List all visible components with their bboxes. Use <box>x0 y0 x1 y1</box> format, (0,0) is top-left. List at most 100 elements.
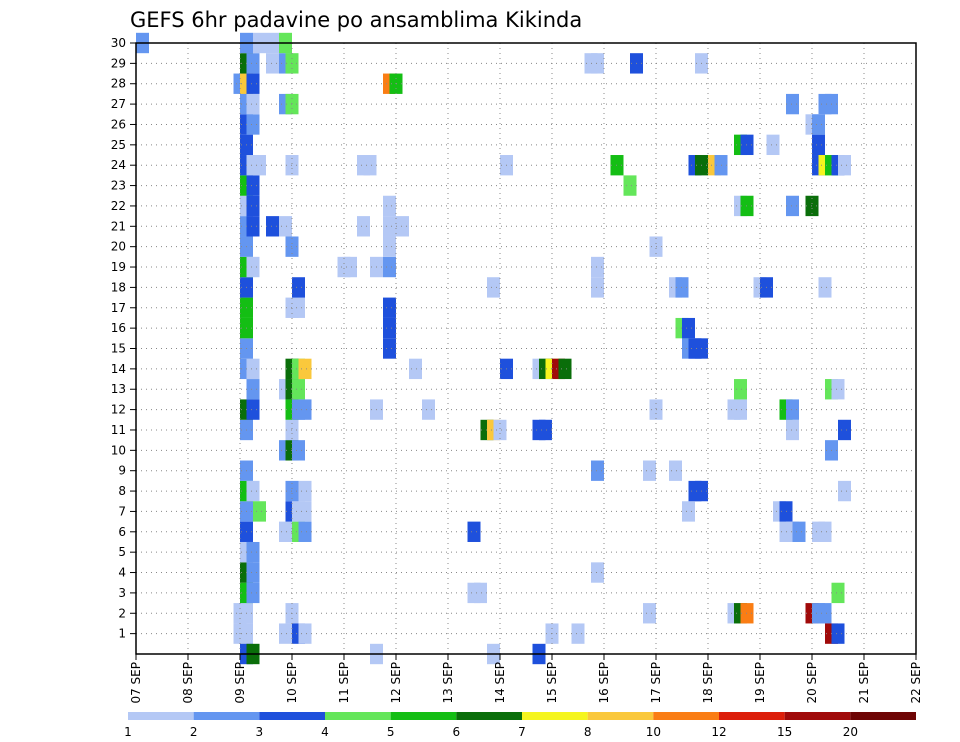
heatmap-cell <box>383 236 396 257</box>
y-tick-label: 11 <box>111 423 126 437</box>
y-tick-label: 16 <box>111 321 126 335</box>
x-tick-label: 10 SEP <box>285 662 299 704</box>
heatmap-cell <box>682 317 695 339</box>
heatmap-cell <box>734 379 747 400</box>
x-tick-label: 12 SEP <box>389 662 403 704</box>
heatmap-cell <box>682 501 695 522</box>
heatmap-cell <box>292 297 305 318</box>
x-tick-label: 11 SEP <box>337 662 351 704</box>
heatmap-cell <box>409 358 422 380</box>
heatmap-cell <box>591 53 604 74</box>
y-tick-label: 20 <box>111 240 126 254</box>
x-tick-label: 08 SEP <box>181 662 195 704</box>
heatmap-cell <box>246 358 260 380</box>
chart-title: GEFS 6hr padavine po ansamblima Kikinda <box>130 8 582 32</box>
x-tick-label: 14 SEP <box>493 662 507 704</box>
heatmap-cell <box>467 521 481 542</box>
heatmap-cell <box>493 419 507 441</box>
y-tick-label: 1 <box>118 627 126 641</box>
heatmap-cell <box>298 521 312 542</box>
heatmap-cell <box>246 53 260 74</box>
heatmap-cell <box>734 399 747 420</box>
heatmap-cell <box>786 399 799 420</box>
heatmap-cell <box>292 379 305 400</box>
y-tick-label: 29 <box>111 56 126 70</box>
y-tick-label: 24 <box>111 158 126 172</box>
legend-label: 6 <box>453 725 461 739</box>
heatmap-cell <box>246 195 260 217</box>
heatmap-cell <box>396 216 409 237</box>
heatmap-cell <box>246 582 260 604</box>
heatmap-cell <box>812 134 825 156</box>
y-tick-label: 22 <box>111 199 126 213</box>
heatmap-cell <box>818 521 832 542</box>
legend-swatch <box>259 712 325 720</box>
heatmap-cell <box>474 582 487 604</box>
heatmap-cell <box>422 399 435 420</box>
heatmap-cell <box>383 297 396 318</box>
y-axis: 1234567891011121314151617181920212223242… <box>111 36 136 641</box>
y-tick-label: 23 <box>111 179 126 193</box>
legend-swatch <box>522 712 588 720</box>
heatmap-cell <box>623 175 637 196</box>
y-tick-label: 19 <box>111 260 126 274</box>
legend-label: 2 <box>190 725 198 739</box>
heatmap-cells <box>136 32 851 665</box>
heatmap-cell <box>786 195 799 217</box>
heatmap-cell <box>292 440 305 461</box>
legend-swatch <box>390 712 457 720</box>
heatmap-cell <box>558 358 572 380</box>
x-tick-label: 18 SEP <box>701 662 715 704</box>
y-tick-label: 27 <box>111 97 126 111</box>
x-tick-label: 15 SEP <box>545 662 559 704</box>
heatmap-cell <box>298 480 312 502</box>
legend-label: 4 <box>321 725 329 739</box>
heatmap-cell <box>298 399 312 420</box>
heatmap-cell <box>591 460 604 481</box>
legend-label: 20 <box>843 725 858 739</box>
x-tick-label: 19 SEP <box>753 662 767 704</box>
y-tick-label: 3 <box>118 586 126 600</box>
heatmap-cell <box>266 53 279 74</box>
legend-swatch <box>653 712 719 720</box>
heatmap-cell <box>571 623 585 644</box>
heatmap-cell <box>246 562 260 583</box>
heatmap-cell <box>591 562 604 583</box>
heatmap-cell <box>246 216 260 237</box>
legend-label: 10 <box>646 725 661 739</box>
y-tick-label: 9 <box>118 464 126 478</box>
heatmap-cell <box>669 460 682 481</box>
heatmap-cell <box>786 419 799 441</box>
heatmap-cell <box>279 216 292 237</box>
legend-swatch <box>784 712 851 720</box>
x-tick-label: 21 SEP <box>857 662 871 704</box>
heatmap-cell <box>357 216 370 237</box>
x-tick-label: 20 SEP <box>805 662 819 704</box>
heatmap-cell <box>643 603 656 624</box>
heatmap-cell <box>279 623 292 644</box>
heatmap-cell <box>363 155 377 176</box>
y-tick-label: 2 <box>118 606 126 620</box>
x-tick-label: 09 SEP <box>233 662 247 704</box>
heatmap-cell <box>591 256 604 278</box>
heatmap-cell <box>487 277 500 298</box>
heatmap-cell <box>246 114 260 135</box>
heatmap-cell <box>838 419 851 441</box>
heatmap-cell <box>344 256 357 278</box>
legend-swatch <box>719 712 785 720</box>
heatmap-cell <box>246 73 260 94</box>
y-tick-label: 8 <box>118 484 126 498</box>
legend: 1 2 3 4 5 6 7 8 10 12 15 20 <box>124 712 916 739</box>
legend-label: 5 <box>387 725 395 739</box>
x-tick-label: 07 SEP <box>129 662 143 704</box>
y-tick-label: 14 <box>111 362 126 376</box>
heatmap-cell <box>786 93 799 115</box>
heatmap-cell <box>266 216 279 237</box>
legend-label: 15 <box>777 725 792 739</box>
y-tick-label: 21 <box>111 219 126 233</box>
y-tick-label: 17 <box>111 301 126 315</box>
y-tick-label: 26 <box>111 117 126 131</box>
heatmap-cell <box>246 93 260 115</box>
x-tick-label: 13 SEP <box>441 662 455 704</box>
heatmap-cell <box>246 480 260 502</box>
